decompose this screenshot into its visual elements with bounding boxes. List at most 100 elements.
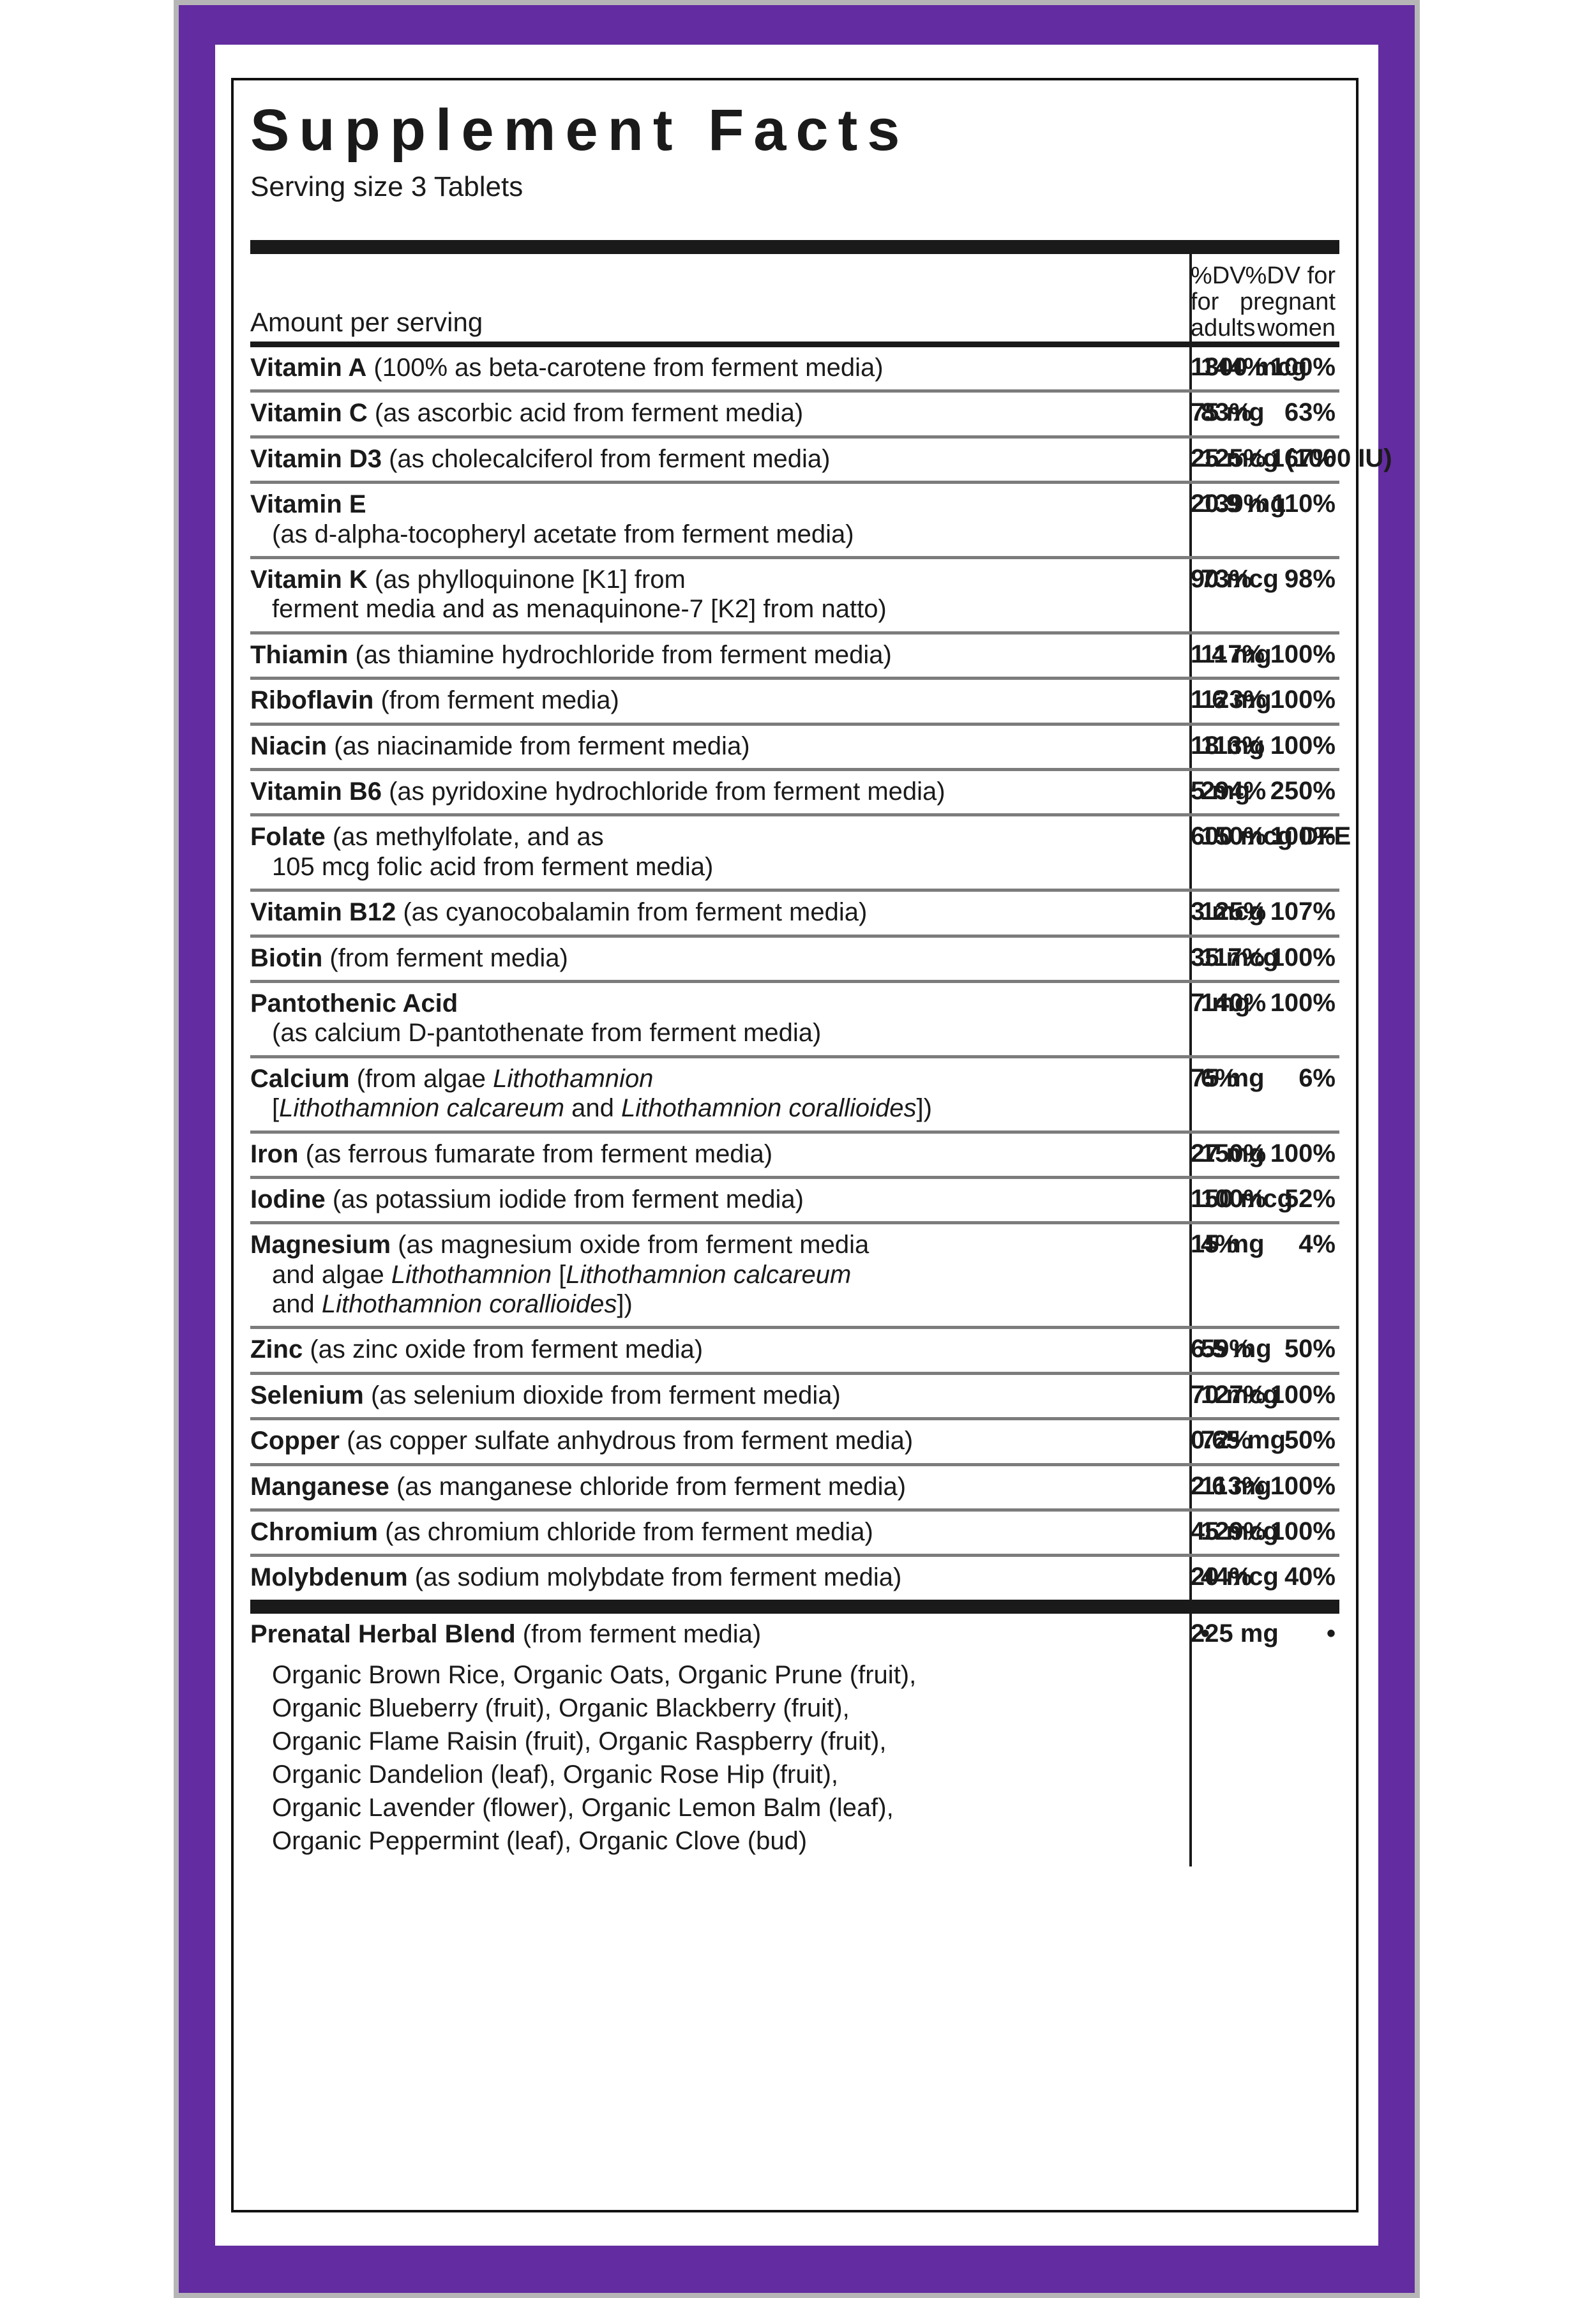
- nutrient-name-cell: Vitamin B6 (as pyridoxine hydrochloride …: [250, 767, 1191, 815]
- nutrient-name-cell: Iron (as ferrous fumarate from ferment m…: [250, 1130, 1191, 1178]
- list-item: Organic Brown Rice, Organic Oats, Organi…: [272, 1661, 917, 1690]
- nutrient-dv-pregnant-cell: 100%: [1190, 631, 1339, 679]
- nutrient-name-cell: Calcium (from algae Lithothamnion [Lithot…: [250, 1055, 1191, 1132]
- nutrient-name-cell: Thiamin (as thiamine hydrochloride from …: [250, 631, 1191, 679]
- table-row: Vitamin D3 (as cholecalciferol from ferm…: [250, 435, 1392, 483]
- blend-ingredient-list: Organic Brown Rice, Organic Oats, Organi…: [250, 1656, 1191, 1866]
- blend-divider-rule: [250, 1599, 1339, 1614]
- nutrient-name: Pantothenic Acid: [250, 989, 458, 1018]
- nutrition-facts-table: Amount per serving %DV for adults %DV fo…: [250, 254, 1392, 1600]
- nutrient-dv-pregnant-cell: 100%: [1190, 813, 1339, 890]
- dv-pregnant-header: %DV for pregnant women: [1191, 254, 1339, 345]
- nutrient-dv-pregnant-cell: 100%: [1190, 1130, 1339, 1178]
- blend-name: Prenatal Herbal Blend: [250, 1619, 516, 1648]
- nutrient-name-cell: Vitamin C (as ascorbic acid from ferment…: [250, 389, 1191, 437]
- nutrient-dv-pregnant-cell: 40%: [1190, 1554, 1339, 1600]
- nutrient-dv-pregnant-cell: 100%: [1190, 934, 1339, 982]
- nutrient-name: Biotin: [250, 943, 323, 972]
- dv-pregnant-header-l3: women: [1257, 315, 1336, 342]
- nutrient-name: Vitamin E: [250, 490, 366, 519]
- nutrient-name: Copper: [250, 1427, 340, 1455]
- list-item: Organic Flame Raisin (fruit), Organic Ra…: [272, 1727, 887, 1756]
- nutrient-name-cell: Molybdenum (as sodium molybdate from fer…: [250, 1554, 1191, 1600]
- amount-per-serving-header: Amount per serving: [250, 307, 483, 338]
- nutrient-name: Folate: [250, 823, 326, 852]
- blend-divider-row: [250, 1599, 1339, 1614]
- blend-dv-pregnant-cell: •: [1326, 1619, 1336, 1648]
- table-row: Calcium (from algae Lithothamnion [Lithot…: [250, 1055, 1339, 1132]
- nutrient-name-cell: Biotin (from ferment media): [250, 934, 1191, 982]
- table-row: Iodine (as potassium iodide from ferment…: [250, 1175, 1339, 1223]
- nutrient-name: Vitamin B12: [250, 898, 396, 927]
- list-item: Organic Dandelion (leaf), Organic Rose H…: [272, 1761, 839, 1789]
- nutrient-dv-pregnant-cell: 6%: [1190, 1055, 1339, 1132]
- nutrient-name: Vitamin D3: [250, 444, 382, 473]
- table-row: Vitamin A (100% as beta-carotene from fe…: [250, 342, 1339, 391]
- table-row: Manganese (as manganese chloride from fe…: [250, 1462, 1339, 1510]
- nutrient-name: Iron: [250, 1139, 299, 1168]
- nutrient-name-cell: Folate (as methylfolate, and as 105 mcg f…: [250, 813, 1191, 890]
- nutrient-dv-pregnant-cell: 110%: [1190, 481, 1339, 558]
- dv-pregnant-header-l1: %DV for: [1245, 262, 1336, 289]
- nutrient-dv-pregnant-cell: 100%: [1190, 979, 1339, 1057]
- table-row: Zinc (as zinc oxide from ferment media) 6…: [250, 1326, 1339, 1374]
- dv-adults-header-l2: adults: [1190, 315, 1256, 342]
- nutrient-name: Vitamin B6: [250, 777, 382, 806]
- title-divider-rule: [250, 240, 1339, 254]
- nutrient-name: Chromium: [250, 1518, 378, 1547]
- nutrient-name-cell: Copper (as copper sulfate anhydrous from…: [250, 1417, 1191, 1465]
- dv-adults-header-l1: %DV for: [1190, 262, 1246, 316]
- nutrient-dv-pregnant-cell: 100%: [1190, 1462, 1339, 1510]
- table-row: Selenium (as selenium dioxide from ferme…: [250, 1371, 1339, 1419]
- nutrient-dv-pregnant-cell: 50%: [1190, 1326, 1339, 1374]
- page-title: Supplement Facts: [250, 98, 910, 163]
- nutrient-name-cell: Vitamin B12 (as cyanocobalamin from ferm…: [250, 889, 1191, 936]
- nutrient-name: Selenium: [250, 1381, 364, 1409]
- nutrient-dv-pregnant-cell: 167%: [1190, 435, 1339, 483]
- nutrient-name: Thiamin: [250, 640, 349, 669]
- nutrient-name-cell: Manganese (as manganese chloride from fe…: [250, 1462, 1191, 1510]
- table-row: Copper (as copper sulfate anhydrous from…: [250, 1417, 1339, 1465]
- table-row: Vitamin C (as ascorbic acid from ferment…: [250, 389, 1339, 437]
- supplement-facts-panel: Supplement Facts Serving size 3 Tablets …: [231, 78, 1392, 2212]
- nutrient-name-cell: Vitamin A (100% as beta-carotene from fe…: [250, 342, 1191, 391]
- nutrient-dv-pregnant-cell: 100%: [1190, 1508, 1339, 1556]
- nutrient-name-cell: Riboflavin (from ferment media): [250, 677, 1191, 725]
- nutrient-name: Calcium: [250, 1064, 350, 1093]
- nutrient-dv-pregnant-cell: 100%: [1190, 1371, 1339, 1419]
- nutrient-name: Zinc: [250, 1335, 303, 1364]
- table-row: Vitamin E (as d-alpha-tocopheryl acetate …: [250, 481, 1339, 558]
- nutrient-name-cell: Pantothenic Acid (as calcium D-pantothena…: [250, 979, 1191, 1057]
- table-row: Vitamin B12 (as cyanocobalamin from ferm…: [250, 889, 1339, 936]
- table-header-row: Amount per serving %DV for adults %DV fo…: [250, 254, 1339, 345]
- list-item: Organic Peppermint (leaf), Organic Clove…: [272, 1827, 808, 1856]
- nutrient-name-cell: Vitamin E (as d-alpha-tocopheryl acetate …: [250, 481, 1191, 558]
- nutrient-name: Magnesium: [250, 1231, 391, 1259]
- nutrient-dv-pregnant-cell: 98%: [1190, 556, 1339, 633]
- nutrient-dv-pregnant-cell: 100%: [1190, 677, 1339, 725]
- table-row: Magnesium (as magnesium oxide from ferme…: [250, 1221, 1339, 1328]
- nutrient-name: Vitamin A: [250, 354, 367, 382]
- list-item: Organic Lavender (flower), Organic Lemon…: [272, 1794, 894, 1822]
- nutrient-dv-pregnant-cell: 50%: [1190, 1417, 1339, 1465]
- nutrient-name-cell: Iodine (as potassium iodide from ferment…: [250, 1175, 1191, 1223]
- table-row: Folate (as methylfolate, and as 105 mcg f…: [250, 813, 1351, 890]
- blend-row: Prenatal Herbal Blend (from ferment medi…: [250, 1614, 1339, 1656]
- nutrient-name-cell: Chromium (as chromium chloride from ferm…: [250, 1508, 1191, 1556]
- nutrient-dv-pregnant-cell: 4%: [1190, 1221, 1339, 1328]
- nutrient-name: Niacin: [250, 732, 327, 760]
- nutrient-name: Molybdenum: [250, 1563, 408, 1592]
- table-row: Riboflavin (from ferment media) 1.6 mg 123…: [250, 677, 1339, 725]
- nutrient-dv-pregnant-cell: 63%: [1190, 389, 1339, 437]
- table-row: Chromium (as chromium chloride from ferm…: [250, 1508, 1339, 1556]
- nutrient-name-cell: Selenium (as selenium dioxide from ferme…: [250, 1371, 1191, 1419]
- blend-ingredients-row: Organic Brown Rice, Organic Oats, Organi…: [250, 1656, 1339, 1866]
- nutrient-name-cell: Vitamin D3 (as cholecalciferol from ferm…: [250, 435, 1191, 483]
- nutrient-name: Vitamin K: [250, 566, 368, 594]
- nutrient-dv-pregnant-cell: 107%: [1190, 889, 1339, 936]
- nutrient-name-cell: Vitamin K (as phylloquinone [K1] from fer…: [250, 556, 1191, 633]
- nutrient-name-cell: Magnesium (as magnesium oxide from ferme…: [250, 1221, 1191, 1328]
- blend-name-cell: Prenatal Herbal Blend (from ferment medi…: [250, 1619, 762, 1648]
- table-row: Niacin (as niacinamide from ferment medi…: [250, 722, 1339, 770]
